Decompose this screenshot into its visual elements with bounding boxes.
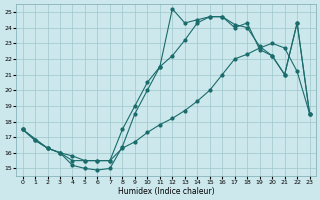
X-axis label: Humidex (Indice chaleur): Humidex (Indice chaleur) [118,187,214,196]
